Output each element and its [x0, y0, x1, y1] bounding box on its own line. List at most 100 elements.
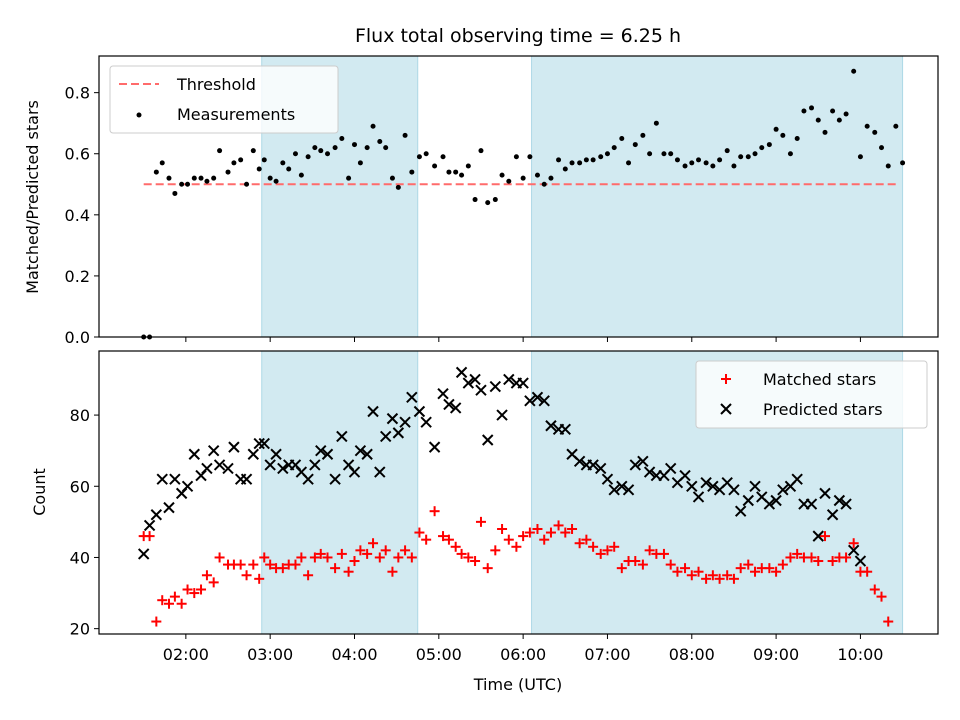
y-tick-label: 0.2: [65, 267, 90, 286]
measurement-point: [191, 175, 197, 181]
measurement-point: [556, 157, 562, 163]
measurement-point: [409, 169, 415, 175]
matched-star-point: [482, 563, 493, 574]
measurement-point: [351, 142, 357, 148]
matched-star-point: [693, 566, 704, 577]
measurement-point: [696, 157, 702, 163]
measurement-point: [851, 68, 857, 74]
matched-star-point: [630, 556, 641, 567]
x-tick-label: 08:00: [669, 645, 715, 664]
predicted-star-point: [840, 498, 852, 510]
measurement-point: [211, 175, 217, 181]
matched-star-point: [728, 573, 739, 584]
measurement-point: [640, 132, 646, 138]
predicted-star-point: [763, 498, 776, 510]
measurement-point: [346, 175, 352, 181]
predicted-star-point: [449, 402, 462, 414]
matched-star-point: [475, 516, 486, 527]
predicted-star-point: [228, 441, 240, 453]
measurement-point: [179, 181, 185, 187]
x-tick-label: 07:00: [584, 645, 630, 664]
predicted-star-point: [207, 444, 220, 457]
predicted-star-point: [420, 416, 432, 428]
matched-star-point: [883, 616, 894, 627]
predicted-star-point: [386, 412, 399, 425]
matched-star-point: [785, 552, 796, 563]
matched-star-point: [303, 570, 314, 581]
measurement-point: [577, 160, 583, 166]
measurement-point: [261, 157, 267, 163]
matched-star-point: [355, 545, 366, 556]
measurement-point: [900, 160, 906, 166]
x-axis-label: Time (UTC): [473, 675, 562, 694]
measurement-point: [280, 160, 286, 166]
count-legend: Matched stars Predicted stars: [695, 360, 928, 429]
predicted-star-point: [169, 473, 181, 485]
matched-star-point: [343, 566, 354, 577]
matched-star-point: [463, 552, 474, 563]
predicted-star-point: [302, 473, 314, 485]
measurement-point: [238, 157, 244, 163]
measurement-point: [562, 166, 568, 172]
measurement-point: [357, 160, 363, 166]
matched-star-point: [265, 559, 276, 570]
matched-star-point: [157, 595, 168, 606]
measurement-point: [598, 154, 604, 160]
predicted-star-point: [503, 373, 515, 386]
measurement-point: [383, 145, 389, 151]
predicted-star-point: [413, 405, 426, 418]
legend-matched-label: Matched stars: [763, 370, 876, 389]
legend-x-marker: [720, 403, 732, 415]
matched-star-point: [553, 520, 564, 531]
matched-star-point: [214, 552, 225, 563]
matched-star-point: [707, 570, 718, 581]
predicted-star-point: [156, 473, 168, 485]
matched-star-point: [665, 559, 676, 570]
matched-star-point: [532, 523, 543, 534]
y-tick-label: 0.4: [65, 206, 90, 225]
matched-star-point: [518, 531, 529, 542]
measurement-point: [879, 145, 885, 151]
predicted-star-point: [545, 420, 557, 432]
predicted-star-point: [700, 477, 712, 489]
predicted-star-point: [616, 480, 628, 492]
matched-star-point: [456, 548, 467, 559]
chart-title: Flux total observing time = 6.25 h: [355, 25, 681, 47]
predicted-star-point: [188, 448, 200, 460]
matched-star-point: [869, 584, 880, 595]
measurement-point: [857, 154, 863, 160]
measurement-point: [830, 108, 836, 114]
predicted-star-point: [847, 544, 860, 557]
predicted-star-point: [643, 466, 656, 478]
measurement-point: [416, 154, 422, 160]
matched-star-point: [813, 556, 824, 567]
measurement-point: [682, 163, 688, 169]
measurement-point: [548, 175, 554, 181]
matched-star-point: [201, 570, 212, 581]
predicted-star-point: [361, 448, 373, 460]
measurement-point: [499, 172, 505, 178]
measurement-point: [325, 151, 331, 157]
x-tick-label: 03:00: [247, 645, 293, 664]
predicted-star-point: [734, 505, 747, 517]
matched-star-point: [414, 527, 425, 538]
matched-star-point: [277, 563, 288, 574]
matched-star-point: [497, 523, 508, 534]
measurement-point: [822, 129, 828, 135]
predicted-star-point: [469, 373, 481, 386]
x-tick-label: 06:00: [500, 645, 546, 664]
matched-star-point: [616, 563, 627, 574]
measurement-point: [611, 145, 617, 151]
matched-star-point: [450, 541, 461, 552]
measurement-point: [298, 172, 304, 178]
predicted-star-point: [595, 462, 607, 475]
matched-star-point: [393, 552, 404, 563]
measurement-point: [312, 145, 318, 151]
x-tick-label: 10:00: [837, 645, 883, 664]
ratio-panel: 0.00.20.40.60.8 Matched/Predicted stars …: [23, 55, 939, 347]
measurement-point: [653, 120, 659, 126]
measurement-point: [440, 154, 446, 160]
matched-star-point: [764, 563, 775, 574]
y-tick-label: 20: [70, 620, 90, 639]
predicted-star-point: [559, 423, 572, 436]
